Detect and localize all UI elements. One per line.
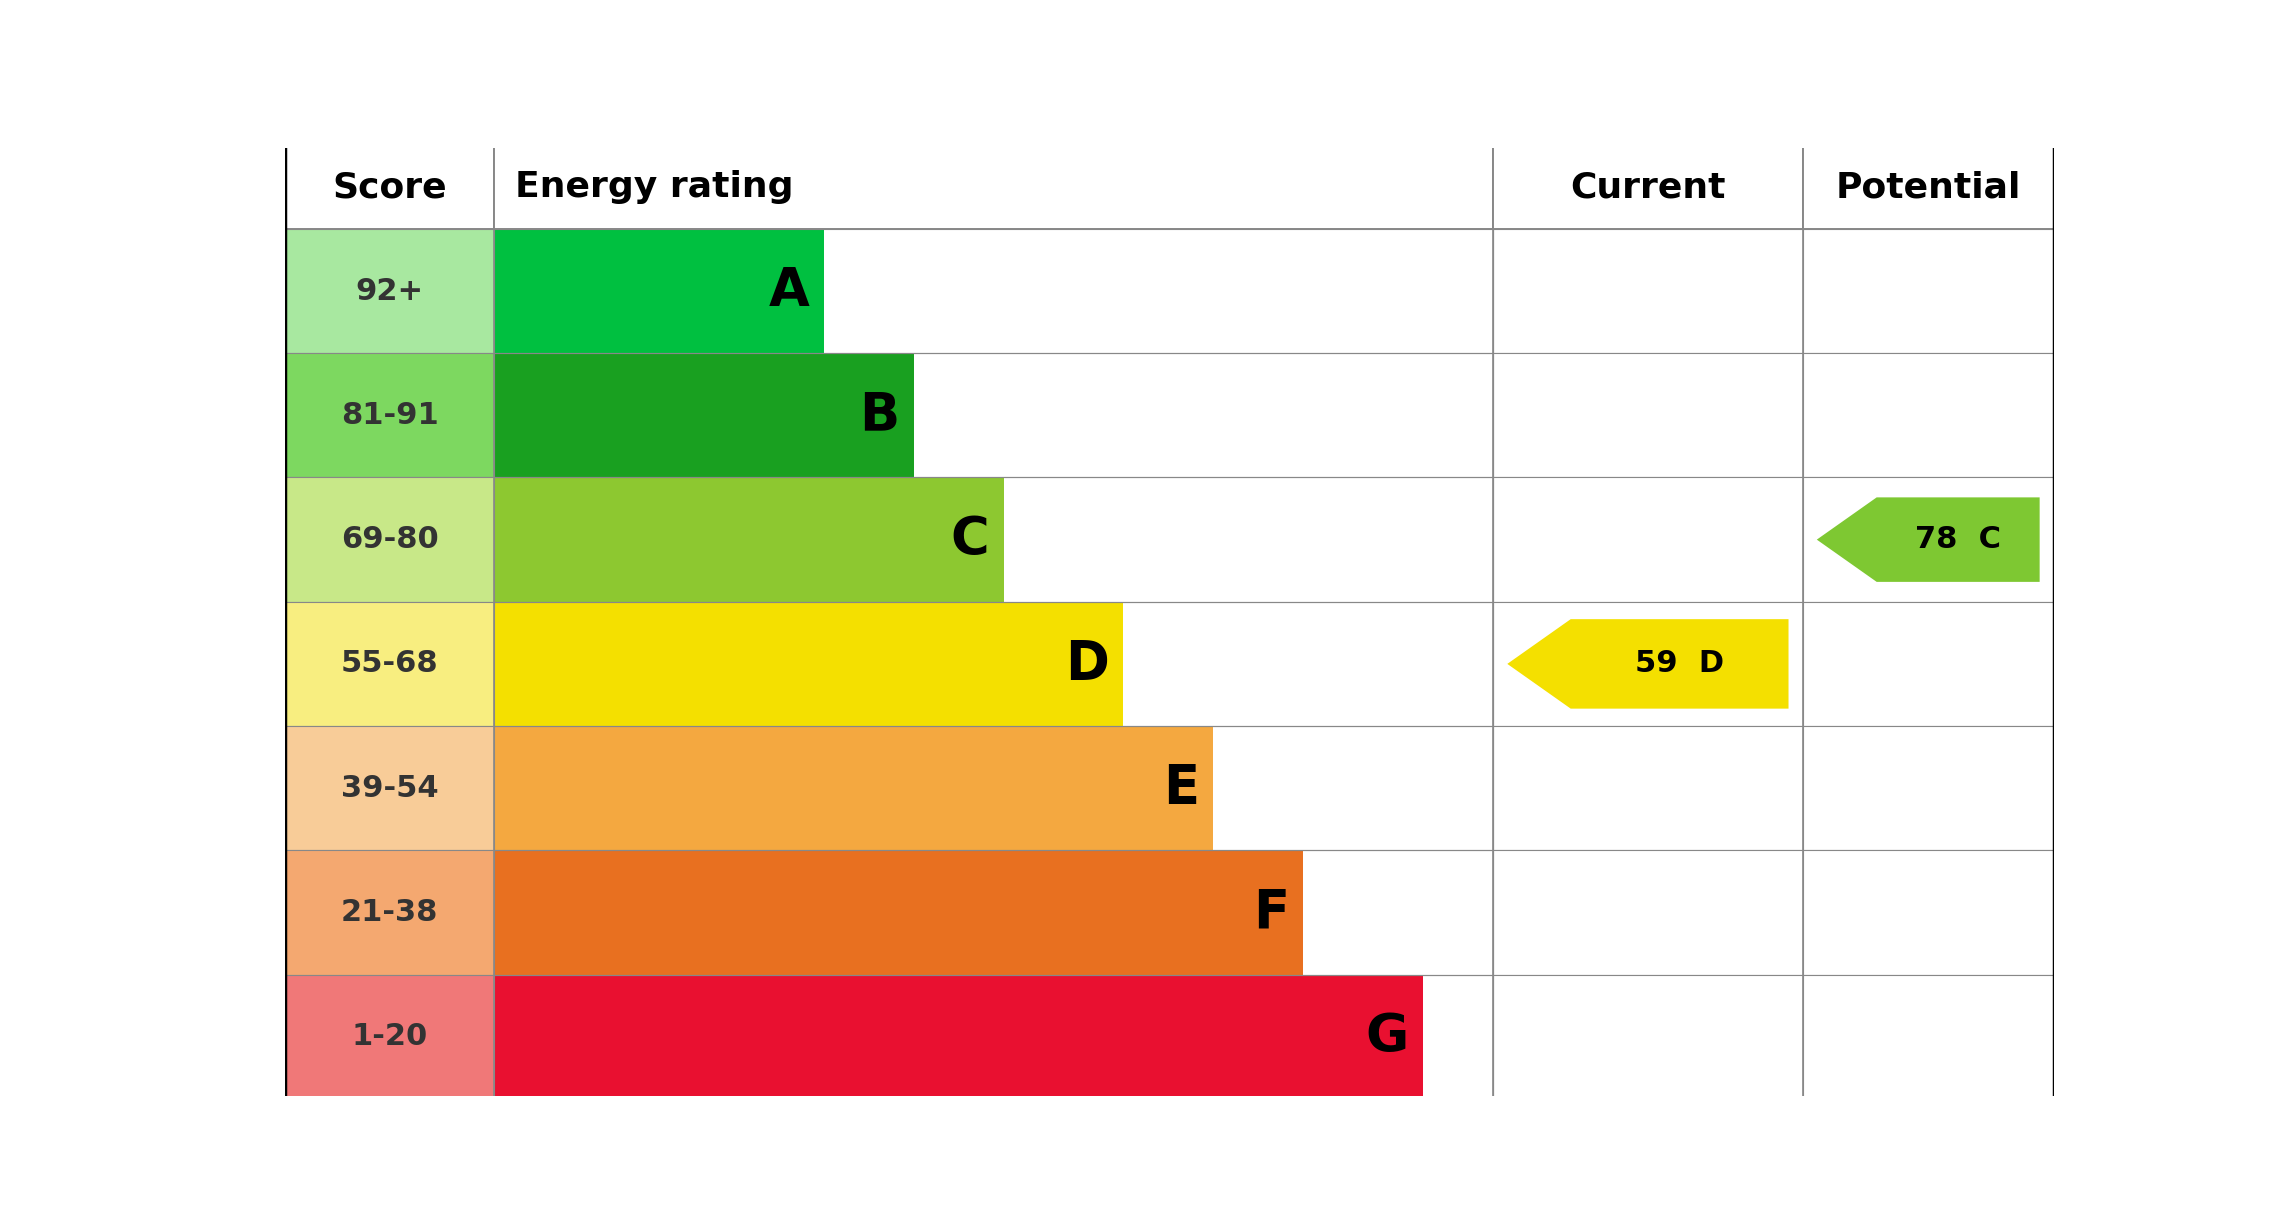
Bar [493, 229, 1492, 354]
Bar [285, 975, 493, 1099]
Text: G: G [1367, 1010, 1408, 1063]
Text: 39-54: 39-54 [340, 774, 438, 803]
Text: Potential: Potential [1835, 170, 2022, 205]
Bar [1004, 478, 1492, 601]
Bar [493, 850, 1303, 975]
Bar [493, 354, 1492, 478]
Bar [493, 975, 1492, 1099]
Bar [1492, 726, 1803, 850]
Text: 69-80: 69-80 [340, 525, 438, 554]
Text: D: D [1066, 638, 1109, 690]
Bar [285, 354, 493, 478]
Text: Score: Score [333, 170, 447, 205]
Bar [1123, 601, 1492, 726]
Bar [1492, 478, 1803, 601]
Text: Current: Current [1570, 170, 1725, 205]
Bar [1803, 145, 2054, 229]
Bar [285, 726, 493, 850]
Bar [1803, 354, 2054, 478]
Text: F: F [1253, 887, 1289, 939]
Bar [285, 229, 493, 354]
Text: 55-68: 55-68 [340, 649, 438, 679]
Polygon shape [1508, 620, 1789, 708]
Text: B: B [860, 389, 899, 441]
Bar [285, 850, 493, 975]
Bar [1803, 229, 2054, 354]
Bar [493, 726, 1492, 850]
Bar [1492, 145, 1803, 229]
Bar [1492, 354, 1803, 478]
Bar [285, 601, 493, 726]
Bar [493, 478, 1004, 601]
Bar [285, 145, 493, 229]
Bar [493, 478, 1492, 601]
Bar [1492, 229, 1803, 354]
Bar [1214, 726, 1492, 850]
Bar [1424, 975, 1492, 1099]
Bar [493, 975, 1424, 1099]
Polygon shape [1816, 498, 2040, 582]
Text: 92+: 92+ [356, 277, 424, 306]
Bar [493, 229, 824, 354]
Bar [824, 229, 1492, 354]
Text: 21-38: 21-38 [340, 898, 438, 926]
Text: C: C [952, 514, 990, 565]
Bar [493, 145, 1492, 229]
Text: 78  C: 78 C [1915, 525, 2001, 554]
Bar [1303, 850, 1492, 975]
Bar [1803, 601, 2054, 726]
Bar [1492, 850, 1803, 975]
Bar [1492, 975, 1803, 1099]
Text: 81-91: 81-91 [340, 400, 438, 430]
Bar [493, 726, 1214, 850]
Text: 1-20: 1-20 [351, 1023, 427, 1051]
Bar [1492, 601, 1803, 726]
Text: Energy rating: Energy rating [516, 170, 794, 205]
Bar [1803, 850, 2054, 975]
Text: E: E [1164, 763, 1200, 814]
Bar [493, 601, 1123, 726]
Bar [285, 478, 493, 601]
Bar [1803, 975, 2054, 1099]
Bar [493, 354, 913, 478]
Bar [913, 354, 1492, 478]
Bar [493, 601, 1492, 726]
Text: 59  D: 59 D [1634, 649, 1725, 679]
Bar [1803, 478, 2054, 601]
Text: A: A [769, 265, 810, 317]
Bar [493, 850, 1492, 975]
Bar [1803, 726, 2054, 850]
